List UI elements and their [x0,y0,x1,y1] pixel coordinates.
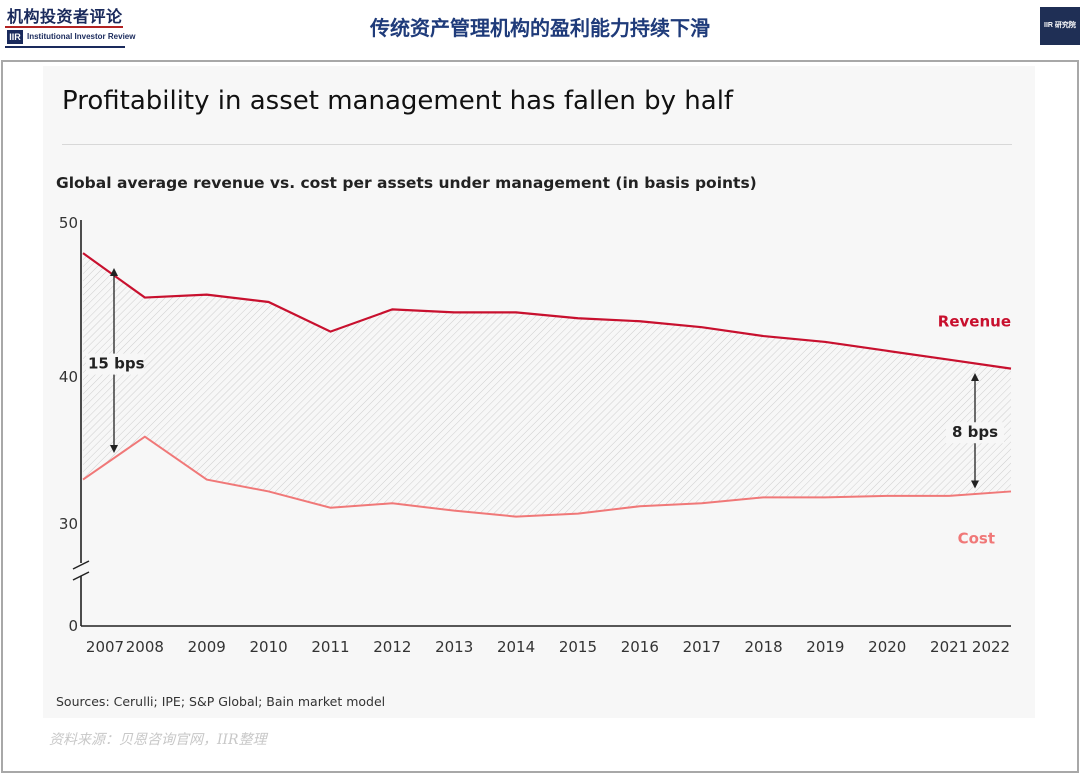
revenue-line [82,252,1012,370]
cost-line [82,435,1012,518]
y-tick-label: 30 [59,515,78,533]
chart-canvas: 0 30 40 50 2007 2008 2009 2010 2011 2012 2013 2014 2… [59,214,1012,656]
x-tick-label: 2007 [86,638,124,656]
annotations: 15 bps 8 bps [86,267,1004,489]
annotation-15bps-label: 15 bps [88,355,145,373]
chart-subtitle: Global average revenue vs. cost per asse… [56,174,757,192]
axis-break-mark-top [72,560,90,570]
annotation-15bps-label-bg [86,353,144,375]
x-tick-label: 2012 [373,638,411,656]
cost-series-label: Cost [958,529,995,547]
y-tick-label: 0 [68,617,78,635]
content-frame: Profitability in asset management has fa… [1,60,1079,773]
title-divider [62,144,1012,145]
chart-panel: Profitability in asset management has fa… [43,66,1035,718]
x-tick-label: 2015 [559,638,597,656]
x-tick-label: 2010 [250,638,288,656]
x-tick-label: 2019 [806,638,844,656]
x-tick-label: 2009 [188,638,226,656]
axis-break-mark-bottom [72,571,90,581]
annotation-8bps-arrowhead-bottom [971,480,979,489]
footnote: 资料来源：贝恩咨询官网，IIR整理 [49,732,267,748]
x-tick-label: 2014 [497,638,535,656]
annotation-8bps-label-bg [946,422,1004,444]
brand-mark-icon: IIR [7,30,23,44]
annotation-8bps-label: 8 bps [952,423,998,441]
page-title: 传统资产管理机构的盈利能力持续下滑 [370,16,710,40]
brand-name-cn: 机构投资者评论 [7,7,123,26]
chart-sources: Sources: Cerulli; IPE; S&P Global; Bain … [56,694,386,709]
x-tick-label: 2017 [683,638,721,656]
annotation-8bps-arrowhead-top [971,373,979,382]
x-tick-label: 2011 [311,638,349,656]
x-tick-label: 2020 [868,638,906,656]
x-tick-label: 2008 [126,638,164,656]
revenue-series-label: Revenue [938,313,1011,331]
x-tick-label: 2021 [930,638,968,656]
x-tick-label: 2022 [972,638,1010,656]
chart-title: Profitability in asset management has fa… [62,86,734,116]
y-tick-label: 40 [59,368,78,386]
x-tick-label: 2018 [744,638,782,656]
brand-red-bar [5,26,123,28]
brand-logo: 机构投资者评论 IIR Institutional Investor Revie… [5,3,135,49]
x-tick-label: 2013 [435,638,473,656]
x-tick-label: 2016 [621,638,659,656]
annotation-15bps-arrowhead-bottom [110,444,118,453]
right-logo-icon: IIR 研究院 [1040,7,1080,45]
brand-name-en: Institutional Investor Review [27,32,136,41]
axes: 0 30 40 50 2007 2008 2009 2010 2011 2012 2013 2014 2… [59,214,1011,656]
annotation-15bps-arrowhead-top [110,267,118,276]
brand-underline [5,46,125,48]
gap-hatch-area [83,253,1011,517]
header: 机构投资者评论 IIR Institutional Investor Revie… [0,0,1080,60]
y-tick-label: 50 [59,214,78,232]
gap-area [83,253,1011,517]
series-lines: Revenue Cost [82,252,1012,547]
